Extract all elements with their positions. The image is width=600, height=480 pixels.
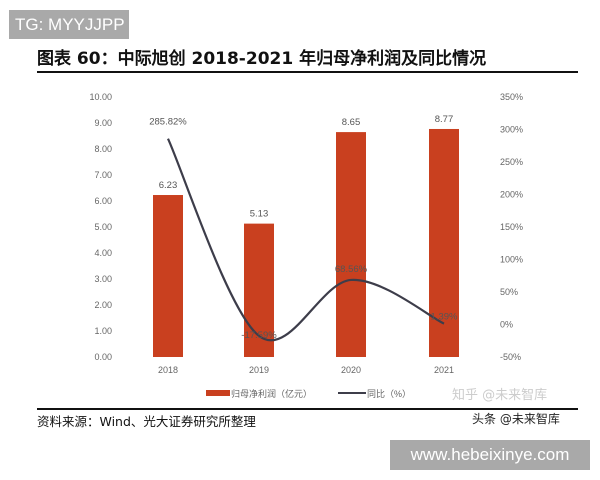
line-data-label: 1.39% xyxy=(431,312,458,323)
left-tick-label: 6.00 xyxy=(94,196,112,206)
source-note: 资料来源：Wind、光大证券研究所整理 xyxy=(37,414,256,429)
x-tick-label: 2018 xyxy=(158,365,178,375)
line-series xyxy=(167,138,445,342)
right-tick-label: 50% xyxy=(500,287,518,297)
left-tick-label: 7.00 xyxy=(94,170,112,180)
x-tick-label: 2021 xyxy=(434,365,454,375)
left-tick-label: 10.00 xyxy=(89,92,112,102)
watermark-top-left: TG: MYYJJPP xyxy=(9,10,129,39)
chart-title: 图表 60：中际旭创 2018-2021 年归母净利润及同比情况 xyxy=(37,49,487,69)
line-data-label: 285.82% xyxy=(149,117,187,128)
left-tick-label: 8.00 xyxy=(94,144,112,154)
bar-data-label: 6.23 xyxy=(159,180,178,191)
x-tick-label: 2019 xyxy=(249,365,269,375)
legend-bar-swatch xyxy=(206,390,230,396)
right-tick-label: -50% xyxy=(500,352,521,362)
x-tick-label: 2020 xyxy=(341,365,361,375)
left-tick-label: 5.00 xyxy=(94,222,112,232)
right-tick-label: 300% xyxy=(500,125,523,135)
bar xyxy=(336,132,366,357)
bar xyxy=(153,195,183,357)
watermark-url: www.hebeixinye.com xyxy=(390,440,590,470)
left-tick-label: 9.00 xyxy=(94,118,112,128)
bar-data-label: 5.13 xyxy=(250,209,269,220)
right-tick-label: 0% xyxy=(500,320,513,330)
left-tick-label: 2.00 xyxy=(94,300,112,310)
left-tick-label: 3.00 xyxy=(94,274,112,284)
source-rule xyxy=(37,408,578,410)
left-tick-label: 0.00 xyxy=(94,352,112,362)
line-data-label: -17.59% xyxy=(241,330,277,341)
watermark-toutiao: 头条 @未来智库 xyxy=(472,412,560,426)
bar-data-label: 8.77 xyxy=(435,114,454,125)
bar-data-label: 8.65 xyxy=(342,117,361,128)
left-tick-label: 4.00 xyxy=(94,248,112,258)
watermark-zhihu: 知乎 @未来智库 xyxy=(452,388,548,403)
legend-line-label: 同比（%） xyxy=(367,388,411,399)
right-tick-label: 200% xyxy=(500,190,523,200)
title-rule xyxy=(37,71,578,73)
right-tick-label: 150% xyxy=(500,222,523,232)
right-tick-label: 350% xyxy=(500,92,523,102)
right-tick-label: 250% xyxy=(500,157,523,167)
left-tick-label: 1.00 xyxy=(94,326,112,336)
right-tick-label: 100% xyxy=(500,255,523,265)
legend-bar-label: 归母净利润（亿元） xyxy=(231,388,312,399)
line-data-label: 68.56% xyxy=(335,264,368,275)
chart: 0.00 1.00 2.00 3.00 4.00 5.00 6.00 7.00 8.00 9.00… xyxy=(89,92,523,399)
